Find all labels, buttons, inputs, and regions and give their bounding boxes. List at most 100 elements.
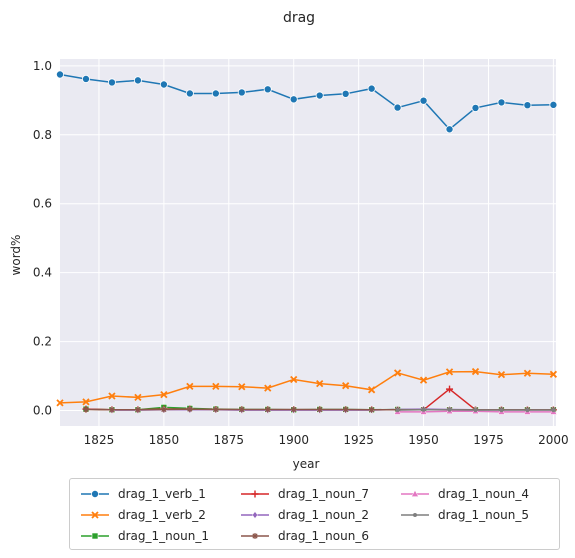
data-point — [393, 103, 402, 112]
data-point — [499, 408, 504, 413]
data-point — [497, 98, 506, 107]
data-point — [160, 391, 168, 399]
y-tick-label: 1.0 — [33, 59, 52, 73]
data-point — [447, 407, 452, 412]
data-point — [56, 70, 65, 79]
x-tick-label: 1875 — [214, 433, 245, 447]
data-point — [342, 382, 350, 390]
legend-swatch — [241, 511, 269, 519]
data-point — [211, 89, 220, 98]
legend-label: drag_1_noun_4 — [438, 487, 529, 501]
data-point — [251, 490, 259, 498]
data-point — [342, 406, 349, 413]
legend-item: drag_1_noun_6 — [240, 527, 369, 545]
data-point — [445, 368, 454, 376]
x-tick-label: 1950 — [408, 433, 439, 447]
data-point — [159, 80, 168, 89]
legend-swatch — [401, 489, 429, 497]
chart-svg: drag 1825 1850 1875 1900 1925 1950 1975 2000 0.0… — [9, 10, 569, 471]
y-tick-label: 0.2 — [33, 335, 52, 349]
data-point — [134, 406, 141, 413]
legend: drag_1_verb_1 drag_1_verb_2 drag_1_noun_1 d… — [69, 478, 560, 550]
data-point — [525, 408, 530, 413]
data-point — [419, 96, 428, 105]
data-point — [252, 511, 258, 519]
legend-label: drag_1_noun_6 — [278, 529, 369, 543]
data-point — [91, 532, 99, 540]
y-tick-label: 0.0 — [33, 403, 52, 417]
data-point — [107, 78, 116, 87]
data-point — [290, 406, 297, 413]
data-point — [393, 369, 402, 377]
tick-labels: 1825 1850 1875 1900 1925 1950 1975 2000 0.0 0.2 0.… — [33, 59, 569, 447]
data-point — [419, 376, 428, 384]
data-point — [421, 407, 426, 412]
data-point — [91, 511, 99, 519]
data-point — [413, 513, 417, 517]
data-point — [108, 392, 116, 400]
data-point — [523, 101, 532, 110]
y-tick-label: 0.4 — [33, 266, 52, 280]
series-drag_1_verb_1 — [56, 70, 558, 134]
data-point — [264, 406, 271, 413]
data-point — [368, 406, 375, 413]
x-tick-label: 1850 — [149, 433, 180, 447]
data-point — [395, 408, 400, 413]
legend-label: drag_1_noun_2 — [278, 508, 369, 522]
data-point — [315, 91, 324, 100]
legend-item: drag_1_verb_1 — [80, 485, 206, 503]
data-point — [134, 393, 142, 402]
data-point — [289, 95, 298, 104]
series-drag_1_noun_5 — [395, 407, 556, 413]
data-point — [471, 367, 480, 376]
data-point — [81, 74, 90, 83]
data-point — [471, 103, 480, 112]
data-point — [160, 406, 167, 413]
data-point — [90, 490, 99, 498]
legend-label: drag_1_noun_5 — [438, 508, 529, 522]
data-point — [252, 533, 258, 539]
y-axis-label: word% — [9, 235, 23, 276]
data-point — [237, 88, 246, 97]
series-line — [59, 370, 554, 404]
legend-swatch — [241, 533, 269, 539]
x-tick-label: 1975 — [473, 433, 504, 447]
data-point — [316, 406, 323, 413]
data-point — [263, 85, 272, 94]
legend-item: drag_1_noun_1 — [80, 527, 209, 545]
data-point — [341, 89, 350, 98]
legend-item: drag_1_noun_7 — [240, 485, 369, 503]
legend-item: drag_1_noun_5 — [400, 506, 529, 524]
legend-label: drag_1_noun_1 — [118, 529, 209, 543]
x-tick-label: 1900 — [278, 433, 309, 447]
data-point — [551, 408, 556, 413]
data-point — [445, 125, 454, 134]
y-tick-label: 0.6 — [33, 197, 52, 211]
series-line — [59, 73, 554, 131]
x-tick-label: 2000 — [538, 433, 569, 447]
data-point — [497, 371, 506, 379]
chart-title: drag — [283, 10, 315, 26]
data-point — [212, 382, 220, 391]
plot-area — [60, 59, 556, 426]
data-point — [473, 408, 478, 413]
legend-item: drag_1_noun_4 — [400, 485, 529, 503]
legend-swatch — [241, 490, 269, 498]
data-point — [238, 406, 245, 413]
data-point — [185, 89, 194, 98]
legend-label: drag_1_noun_7 — [278, 487, 369, 501]
x-tick-label: 1825 — [84, 433, 115, 447]
data-point — [133, 76, 142, 85]
data-point — [446, 385, 454, 393]
data-point — [108, 406, 115, 413]
legend-swatch — [81, 532, 109, 540]
data-point — [186, 382, 194, 391]
legend-item: drag_1_verb_2 — [80, 506, 206, 524]
data-point — [549, 370, 558, 378]
x-tick-label: 1925 — [343, 433, 374, 447]
data-point — [549, 100, 558, 109]
data-point — [212, 406, 219, 413]
data-point — [186, 406, 193, 413]
data-point — [238, 383, 246, 391]
data-point — [56, 399, 64, 407]
